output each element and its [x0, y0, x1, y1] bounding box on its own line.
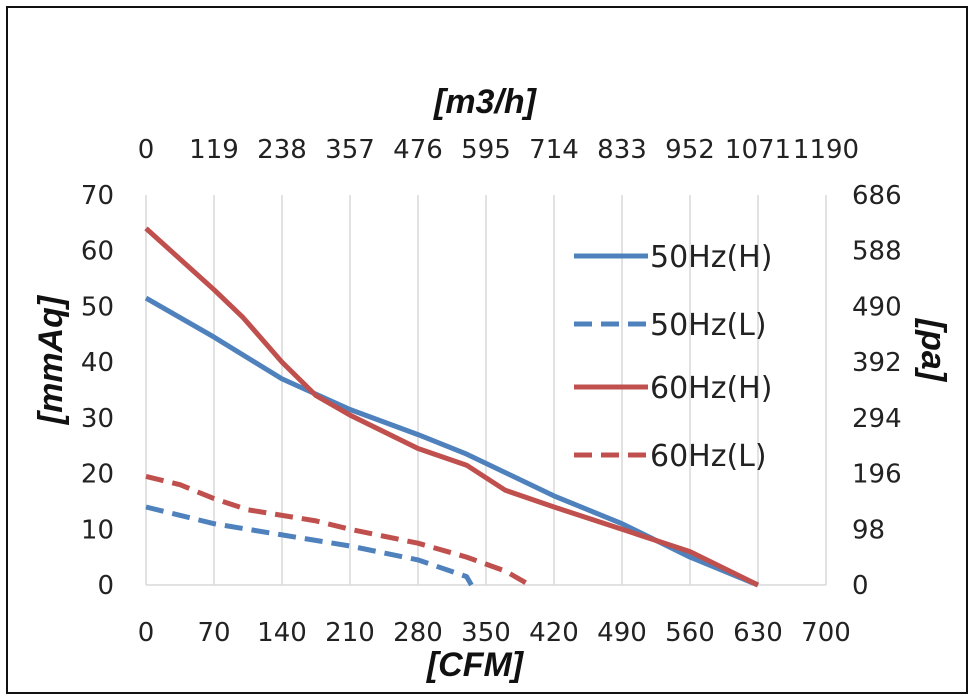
x-tick-label: 140	[257, 618, 307, 648]
y2-tick-label: 686	[852, 181, 902, 211]
legend-label: 60Hz(L)	[650, 439, 767, 474]
x2-tick-label: 0	[138, 135, 155, 165]
series-line-60hzl	[145, 473, 531, 588]
x2-tick-label: 833	[597, 135, 647, 165]
y-tick-label: 40	[81, 348, 114, 378]
x-tick-label: 280	[393, 618, 443, 648]
y-tick-label: 10	[81, 515, 114, 545]
x2-tick-label: 119	[189, 135, 239, 165]
y2-tick-label: 196	[852, 460, 902, 490]
y-axis-ticks: 0 10 20 30 40 50 60 70	[81, 181, 114, 601]
legend-label: 50Hz(L)	[650, 308, 767, 343]
x-axis-title: [CFM]	[426, 646, 525, 684]
legend-label: 60Hz(H)	[650, 371, 772, 406]
y-tick-label: 20	[81, 460, 114, 490]
y2-axis-title: [pa]	[914, 318, 952, 383]
x2-tick-label: 952	[665, 135, 715, 165]
x-tick-label: 560	[665, 618, 715, 648]
x2-tick-label: 476	[393, 135, 443, 165]
y2-tick-label: 588	[852, 237, 902, 267]
series-line-60hzh	[144, 226, 760, 588]
y2-tick-label: 392	[852, 348, 902, 378]
series-lines	[144, 226, 760, 588]
chart-frame	[6, 6, 968, 694]
x-tick-label: 0	[138, 618, 155, 648]
y2-tick-label: 294	[852, 404, 902, 434]
y2-tick-label: 490	[852, 292, 902, 322]
x2-axis-ticks: 0 119 238 357 476 595 714 833 952 1071 1190	[138, 135, 859, 165]
x-tick-label: 490	[597, 618, 647, 648]
x-tick-label: 630	[733, 618, 783, 648]
y2-tick-label: 0	[852, 571, 869, 601]
y-tick-label: 60	[81, 237, 114, 267]
x-tick-label: 70	[197, 618, 230, 648]
gridlines	[145, 195, 827, 585]
x-tick-label: 350	[461, 618, 511, 648]
x2-tick-label: 595	[461, 135, 511, 165]
x2-tick-label: 238	[257, 135, 307, 165]
x-tick-label: 700	[801, 618, 851, 648]
x-tick-label: 210	[325, 618, 375, 648]
series-line-50hzl	[145, 504, 474, 587]
y2-tick-label: 98	[852, 515, 885, 545]
y-axis-title: [mmAq]	[32, 294, 70, 425]
x-axis-ticks: 0 70 140 210 280 350 420 490 560 630 700	[138, 618, 851, 648]
y-tick-label: 0	[97, 571, 114, 601]
legend-label: 50Hz(H)	[650, 240, 772, 275]
x2-tick-label: 714	[529, 135, 579, 165]
y-tick-label: 30	[81, 404, 114, 434]
legend: 50Hz(H) 50Hz(L) 60Hz(H) 60Hz(L)	[574, 240, 772, 474]
x2-tick-label: 1071	[725, 135, 791, 165]
x2-axis-title: [m3/h]	[433, 83, 538, 121]
y-tick-label: 50	[81, 292, 114, 322]
x2-tick-label: 1190	[793, 135, 859, 165]
x2-tick-label: 357	[325, 135, 375, 165]
x-tick-label: 420	[529, 618, 579, 648]
y-tick-label: 70	[81, 181, 114, 211]
y2-axis-ticks: 0 98 196 294 392 490 588 686	[852, 181, 902, 601]
